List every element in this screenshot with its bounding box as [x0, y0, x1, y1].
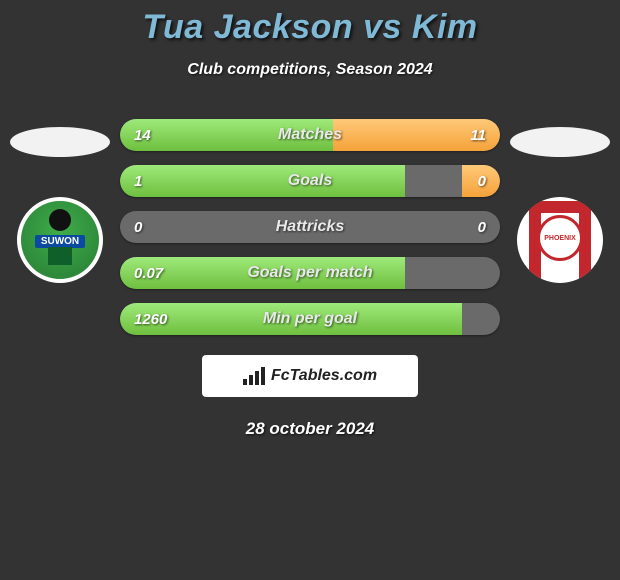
player-left-photo-placeholder	[10, 127, 110, 157]
club-badge-right: PHOENIX	[517, 197, 603, 283]
stat-bar: Goals1 0	[120, 165, 500, 197]
club-badge-right-center: PHOENIX	[537, 215, 583, 261]
stat-bar-value-left: 14	[134, 119, 151, 151]
stat-bar-label: Goals per match	[120, 257, 500, 289]
player-right-photo-placeholder	[510, 127, 610, 157]
brand-logo[interactable]: FcTables.com	[202, 355, 418, 397]
comparison-card: Tua Jackson vs Kim Club competitions, Se…	[0, 0, 620, 439]
stat-bar-value-right: 0	[478, 165, 486, 197]
stat-bar-value-right: 0	[478, 211, 486, 243]
stat-bar-label: Hattricks	[120, 211, 500, 243]
stat-bar: Goals per match0.07	[120, 257, 500, 289]
page-title: Tua Jackson vs Kim	[0, 8, 620, 47]
brand-name: FcTables.com	[271, 367, 377, 385]
stat-bar-value-left: 1260	[134, 303, 167, 335]
main-row: SUWON Matches1411Goals10Hattricks00Goals…	[0, 119, 620, 335]
subtitle: Club competitions, Season 2024	[0, 61, 620, 79]
stat-bar-label: Goals	[120, 165, 500, 197]
left-column: SUWON	[0, 119, 120, 283]
right-column: PHOENIX	[500, 119, 620, 283]
stat-bar-value-left: 1	[134, 165, 142, 197]
bar-chart-icon	[243, 367, 265, 385]
stat-bar-value-left: 0.07	[134, 257, 163, 289]
club-badge-left-castle-icon	[48, 247, 72, 265]
stat-bar: Hattricks0 0	[120, 211, 500, 243]
date-label: 28 october 2024	[0, 419, 620, 439]
club-badge-left: SUWON	[17, 197, 103, 283]
stat-bar: Matches14 11	[120, 119, 500, 151]
stat-bar-label: Min per goal	[120, 303, 500, 335]
stat-bar-value-right: 11	[470, 119, 486, 151]
stat-bar-label: Matches	[120, 119, 500, 151]
stat-bar: Min per goal1260	[120, 303, 500, 335]
stat-bars: Matches1411Goals10Hattricks00Goals per m…	[120, 119, 500, 335]
stat-bar-value-left: 0	[134, 211, 142, 243]
